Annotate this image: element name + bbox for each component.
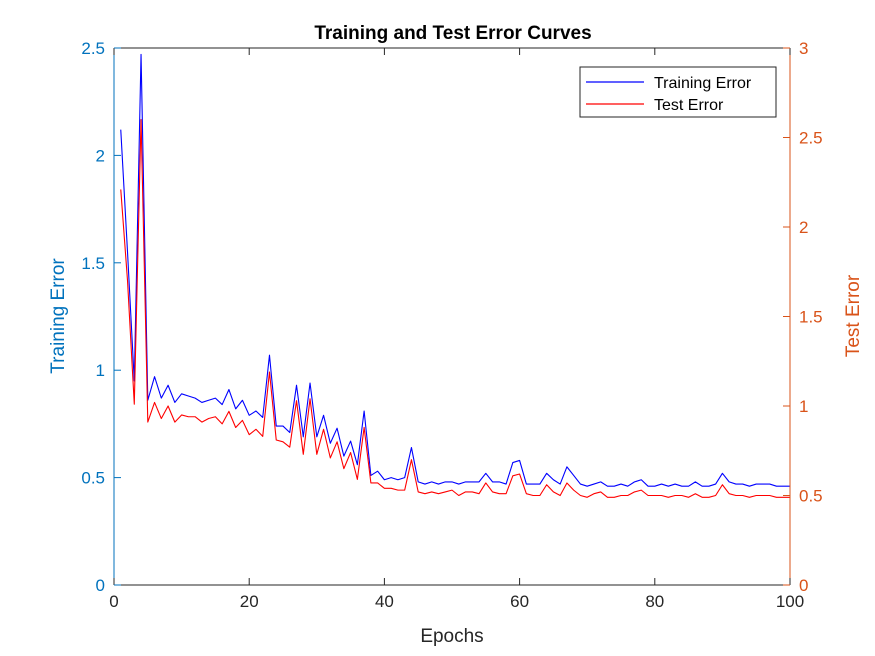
legend: Training Error Test Error: [580, 67, 776, 117]
x-axis-label: Epochs: [420, 626, 483, 647]
left-tick-label: 0: [96, 576, 105, 595]
right-tick-label: 2.5: [799, 129, 823, 148]
x-tick-label: 80: [645, 592, 664, 611]
right-tick-label: 3: [799, 39, 808, 58]
left-tick-label: 1: [96, 361, 105, 380]
x-tick-label: 0: [109, 592, 118, 611]
x-tick-label: 60: [510, 592, 529, 611]
plot-background: [114, 48, 790, 585]
plot-area: [114, 48, 790, 585]
left-tick-label: 2: [96, 146, 105, 165]
legend-label-training: Training Error: [654, 75, 752, 92]
left-tick-label: 0.5: [81, 469, 105, 488]
right-axis-label: Test Error: [843, 274, 864, 357]
left-tick-label: 2.5: [81, 39, 105, 58]
right-tick-label: 1.5: [799, 308, 823, 327]
left-axis-label: Training Error: [48, 258, 69, 374]
chart-title: Training and Test Error Curves: [314, 23, 591, 44]
right-tick-label: 2: [799, 218, 808, 237]
x-tick-label: 40: [375, 592, 394, 611]
legend-label-test: Test Error: [654, 97, 724, 114]
left-tick-label: 1.5: [81, 254, 105, 273]
right-tick-label: 0: [799, 576, 808, 595]
x-tick-label: 20: [240, 592, 259, 611]
right-tick-label: 1: [799, 397, 808, 416]
right-tick-label: 0.5: [799, 487, 823, 506]
